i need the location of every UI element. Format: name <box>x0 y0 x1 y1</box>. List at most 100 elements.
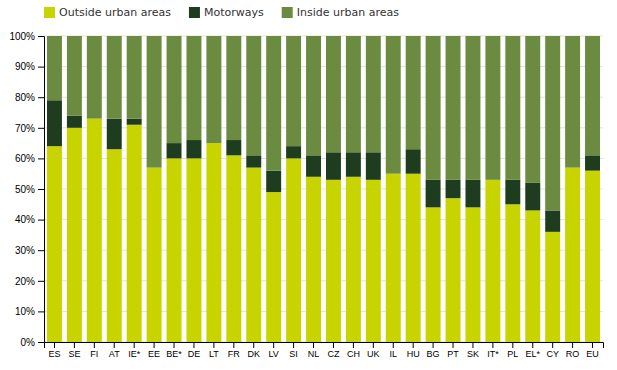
tick: AT <box>109 342 120 359</box>
bar-segment <box>406 174 421 342</box>
tick-mark <box>38 36 44 37</box>
tick: 20% <box>15 276 44 287</box>
tick-mark <box>174 342 175 348</box>
bar-segment <box>266 171 281 192</box>
bar-segment <box>406 36 421 149</box>
tick: SI <box>289 342 298 359</box>
tick: NL <box>308 342 320 359</box>
tick-label: LT <box>209 349 219 359</box>
bar-segment <box>87 119 102 342</box>
tick-mark <box>373 342 374 348</box>
tick: BE* <box>166 342 182 359</box>
tick-mark <box>38 342 44 343</box>
tick: IT* <box>487 342 499 359</box>
tick-mark <box>353 342 354 348</box>
tick-label: ES <box>48 349 60 359</box>
tick: IE* <box>128 342 141 359</box>
bar-segment <box>585 171 600 342</box>
bar-segment <box>127 36 142 119</box>
legend-swatch <box>44 7 55 18</box>
tick-label: FR <box>228 349 240 359</box>
tick-mark <box>38 97 44 98</box>
tick-mark <box>54 342 55 348</box>
tick-mark <box>293 342 294 348</box>
tick-label: 10% <box>15 306 35 317</box>
tick-label: 50% <box>15 184 35 195</box>
tick: 40% <box>15 214 44 225</box>
tick-label: 70% <box>15 123 35 134</box>
bar-segment <box>306 155 321 176</box>
grid <box>44 36 603 342</box>
bar-segment <box>67 128 82 342</box>
tick: EE <box>148 342 160 359</box>
tick-mark <box>38 250 44 251</box>
bar-segment <box>346 177 361 342</box>
tick: LV <box>269 342 279 359</box>
tick: 0% <box>21 337 44 348</box>
bar-segment <box>525 36 540 183</box>
bar-segment <box>286 36 301 146</box>
tick-label: CY <box>546 349 559 359</box>
tick: LT <box>209 342 219 359</box>
bar-segment <box>167 36 182 143</box>
bar-segment <box>446 36 461 180</box>
tick: RO <box>566 342 580 359</box>
tick-mark <box>94 342 95 348</box>
tick-label: SE <box>68 349 80 359</box>
bar-segment <box>246 36 261 155</box>
bar-segment <box>47 146 62 342</box>
legend-item: Outside urban areas <box>44 6 171 19</box>
bar-segment <box>326 152 341 180</box>
tick-label: EL* <box>525 349 540 359</box>
bar-segment <box>67 36 82 116</box>
bar-segment <box>87 36 102 119</box>
bar-segment <box>386 174 401 342</box>
legend: Outside urban areas Motorways Inside urban… <box>44 6 399 19</box>
tick-label: SI <box>289 349 298 359</box>
bar-segment <box>107 119 122 150</box>
x-axis: ESSEFIATIE*EEBE*DELTFRDKLVSINLCZCHUKILHU… <box>45 342 604 359</box>
tick-label: IL <box>389 349 397 359</box>
legend-item: Motorways <box>189 6 264 19</box>
bars <box>47 36 600 342</box>
bar-segment <box>426 207 441 342</box>
tick-mark <box>333 342 334 348</box>
bar-segment <box>366 36 381 152</box>
bar-segment <box>366 180 381 342</box>
tick-mark <box>472 342 473 348</box>
bar-segment <box>107 149 122 342</box>
tick-label: LV <box>269 349 279 359</box>
bar-segment <box>206 36 221 143</box>
bar-segment <box>326 180 341 342</box>
tick: EL* <box>525 342 540 359</box>
bar-segment <box>505 204 520 342</box>
tick: FI <box>90 342 98 359</box>
tick-label: 30% <box>15 245 35 256</box>
tick-mark <box>552 342 553 348</box>
axis-domain <box>45 343 604 349</box>
bar-segment <box>246 155 261 167</box>
bar-segment <box>565 36 580 168</box>
bar-segment <box>127 125 142 342</box>
bar-segment <box>107 36 122 119</box>
tick-mark <box>74 342 75 348</box>
tick-label: 100% <box>9 31 35 42</box>
bar-segment <box>545 232 560 342</box>
tick-label: DE <box>188 349 201 359</box>
bar-segment <box>47 100 62 146</box>
bar-segment <box>585 36 600 155</box>
tick: FR <box>228 342 240 359</box>
bar-segment <box>485 36 500 180</box>
tick-label: 40% <box>15 214 35 225</box>
tick: 90% <box>15 61 44 72</box>
bar-segment <box>446 180 461 198</box>
tick-label: BE* <box>166 349 182 359</box>
tick-label: PT <box>447 349 459 359</box>
tick: IL <box>389 342 397 359</box>
bar-segment <box>346 36 361 152</box>
tick-mark <box>393 342 394 348</box>
legend-item: Inside urban areas <box>282 6 399 19</box>
tick-label: DK <box>247 349 260 359</box>
tick: PT <box>447 342 459 359</box>
tick: SK <box>467 342 479 359</box>
